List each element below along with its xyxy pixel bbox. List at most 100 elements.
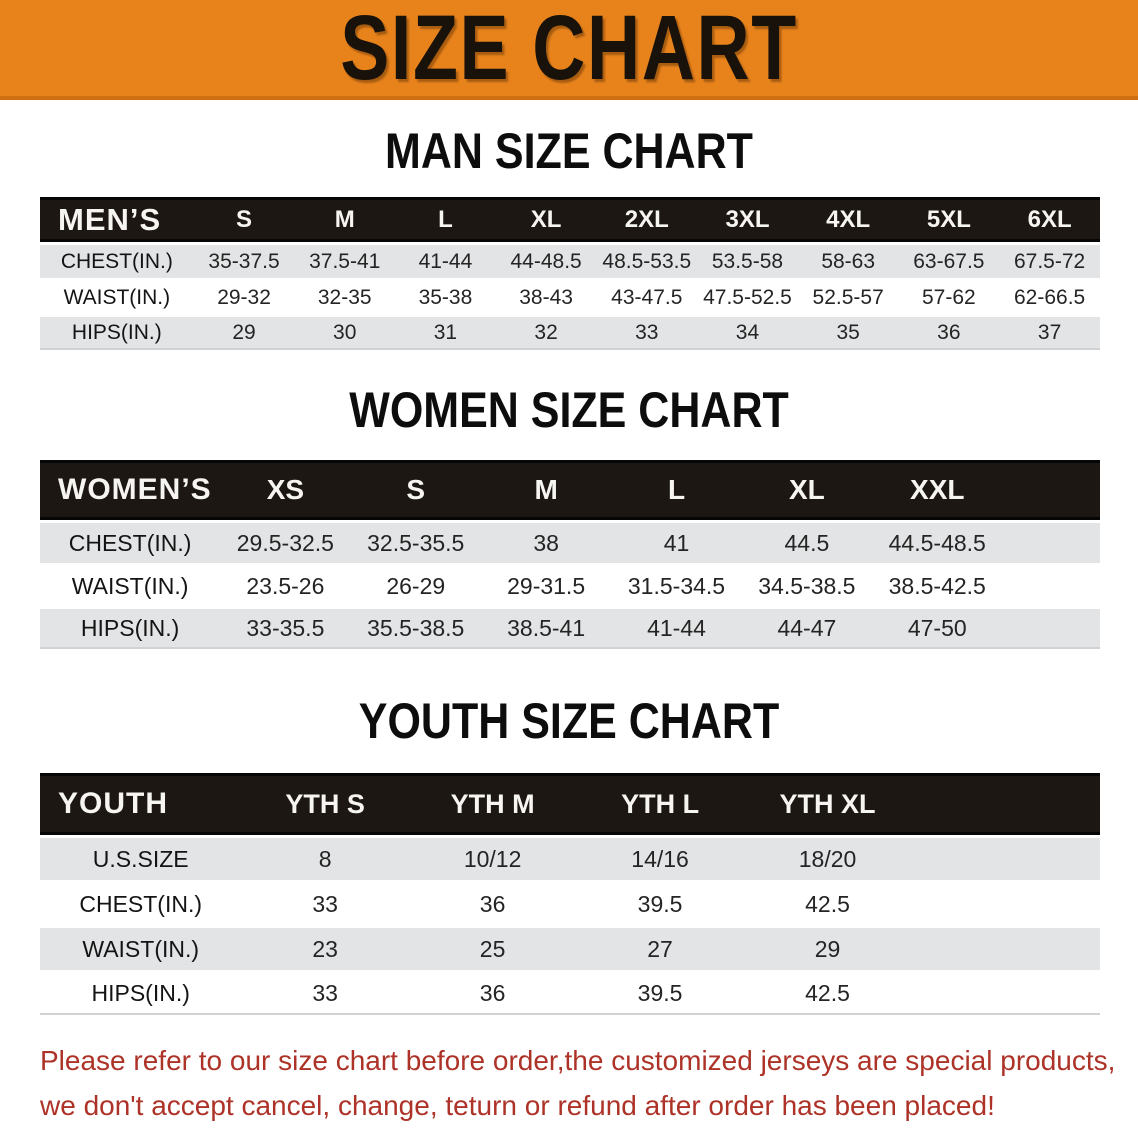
size-value-cell: 37.5-41 [294, 245, 396, 278]
table-corner-label: WOMEN’S [40, 460, 221, 520]
spacer-cell [1002, 460, 1100, 520]
size-value-cell: 58-63 [797, 245, 899, 278]
size-value-cell: 29 [743, 928, 912, 970]
size-value-cell: 27 [576, 928, 744, 970]
size-column-header: 3XL [697, 197, 798, 242]
size-value-cell: 33-35.5 [220, 609, 351, 649]
row-label-cell: WAIST(IN.) [40, 928, 242, 970]
size-value-cell: 33 [312, 890, 338, 917]
size-value-cell: 37 [999, 317, 1100, 350]
size-value-cell: 30 [294, 317, 396, 350]
size-value-cell: 38 [480, 523, 612, 563]
size-value-cell: 29.5-32.5 [220, 523, 351, 563]
size-value-cell: 35-38 [418, 285, 473, 309]
size-value-cell: 34.5-38.5 [758, 572, 856, 599]
spacer-cell [1002, 523, 1100, 563]
size-column-header: XL [495, 197, 597, 242]
size-table-header-row: WOMEN’S XS S M L XL XXL [40, 460, 1100, 520]
table-row: HIPS(IN.) 33 36 39.5 42.5 [40, 973, 1100, 1015]
size-value-cell: 35 [797, 317, 899, 350]
size-column-header: XXL [872, 460, 1003, 520]
size-value-cell: 39.5 [576, 973, 744, 1015]
size-column-header: YTH M [408, 773, 577, 835]
table-row: CHEST(IN.) 29.5-32.5 32.5-35.5 38 41 44.5 44.5… [40, 523, 1100, 563]
table-row: HIPS(IN.) 33-35.5 35.5-38.5 38.5-41 41-44 44-… [40, 609, 1100, 649]
size-value-cell: 62-66.5 [1013, 285, 1086, 309]
size-value-cell: 33 [596, 317, 698, 350]
table-corner-label: MEN’S [40, 197, 194, 242]
size-value-cell: 48.5-53.5 [596, 245, 698, 278]
size-value-cell: 67.5-72 [999, 245, 1100, 278]
table-row: HIPS(IN.) 29 30 31 32 33 34 35 36 37 [40, 317, 1100, 350]
size-value-cell: 47-50 [872, 609, 1003, 649]
size-column-header: S [193, 197, 295, 242]
size-column-header: XL [741, 460, 873, 520]
size-column-header: L [611, 460, 742, 520]
size-column-header: S [350, 460, 481, 520]
spacer-cell [911, 973, 1100, 1015]
row-label-cell: WAIST(IN.) [63, 285, 171, 309]
size-value-cell: 31 [395, 317, 496, 350]
row-label-cell: HIPS(IN.) [40, 973, 242, 1015]
size-value-cell: 34 [697, 317, 798, 350]
size-value-cell: 42.5 [805, 890, 850, 917]
size-column-header: M [294, 197, 396, 242]
size-value-cell: 36 [479, 890, 506, 917]
womens-size-table: WOMEN’S XS S M L XL XXL CHEST(IN.) 29.5-32.5 32.5… [40, 457, 1100, 652]
row-label-cell: HIPS(IN.) [40, 609, 221, 649]
size-column-header: YTH XL [743, 773, 912, 835]
table-row: WAIST(IN.) 29-32 32-35 35-38 38-43 43-47.5 47.… [40, 281, 1100, 314]
size-value-cell: 29-32 [217, 285, 271, 309]
youth-size-heading: YOUTH SIZE CHART [358, 693, 780, 749]
size-column-header: YTH L [576, 773, 744, 835]
size-value-cell: 41-44 [611, 609, 742, 649]
size-value-cell: 23 [241, 928, 409, 970]
size-value-cell: 10/12 [408, 838, 577, 880]
size-column-header: L [395, 197, 496, 242]
size-table-header-row: MEN’S S M L XL 2XL 3XL 4XL 5XL 6XL [40, 197, 1100, 242]
size-value-cell: 53.5-58 [697, 245, 798, 278]
size-value-cell: 32 [495, 317, 597, 350]
size-column-header: 5XL [898, 197, 1000, 242]
youth-size-section: YOUTH SIZE CHART YOUTH YTH S YTH M YTH L YTH… [0, 696, 1138, 1018]
size-value-cell: 29-31.5 [507, 572, 586, 599]
size-column-header: XS [220, 460, 351, 520]
spacer-cell [911, 773, 1100, 835]
row-label-cell: CHEST(IN.) [40, 523, 221, 563]
size-value-cell: 14/16 [576, 838, 744, 880]
youth-size-table: YOUTH YTH S YTH M YTH L YTH XL U.S.SIZE 8 10/12… [40, 770, 1100, 1018]
size-value-cell: 39.5 [637, 890, 683, 917]
size-value-cell: 38-43 [519, 285, 573, 309]
size-value-cell: 63-67.5 [898, 245, 1000, 278]
size-table-header-row: YOUTH YTH S YTH M YTH L YTH XL [40, 773, 1100, 835]
size-value-cell: 31.5-34.5 [627, 572, 726, 599]
size-value-cell: 33 [241, 973, 409, 1015]
size-value-cell: 43-47.5 [611, 285, 683, 309]
size-value-cell: 44.5 [741, 523, 873, 563]
women-size-section: WOMEN SIZE CHART WOMEN’S XS S M L XL XXL CHEST(… [0, 385, 1138, 652]
row-label-cell: CHEST(IN.) [79, 890, 203, 917]
table-row: WAIST(IN.) 23 25 27 29 [40, 928, 1100, 970]
size-column-header: M [480, 460, 612, 520]
women-size-heading: WOMEN SIZE CHART [349, 382, 789, 438]
banner-title: SIZE CHART [340, 0, 798, 99]
spacer-cell [1002, 609, 1100, 649]
row-label-cell: HIPS(IN.) [40, 317, 194, 350]
size-value-cell: 35.5-38.5 [350, 609, 481, 649]
size-value-cell: 44-48.5 [495, 245, 597, 278]
size-column-header: 6XL [999, 197, 1100, 242]
size-value-cell: 32-35 [317, 285, 372, 309]
order-disclaimer: Please refer to our size chart before or… [40, 1038, 1115, 1129]
spacer-cell [1002, 566, 1100, 606]
table-row: CHEST(IN.) 33 36 39.5 42.5 [40, 883, 1100, 925]
size-value-cell: 29 [193, 317, 295, 350]
table-row: CHEST(IN.) 35-37.5 37.5-41 41-44 44-48.5 48.5… [40, 245, 1100, 278]
size-value-cell: 36 [898, 317, 1000, 350]
size-value-cell: 8 [241, 838, 409, 880]
size-value-cell: 25 [408, 928, 577, 970]
size-value-cell: 41-44 [395, 245, 496, 278]
size-chart-banner: SIZE CHART [0, 0, 1138, 100]
spacer-cell [911, 928, 1100, 970]
size-value-cell: 26-29 [386, 572, 446, 599]
row-label-cell: CHEST(IN.) [40, 245, 194, 278]
